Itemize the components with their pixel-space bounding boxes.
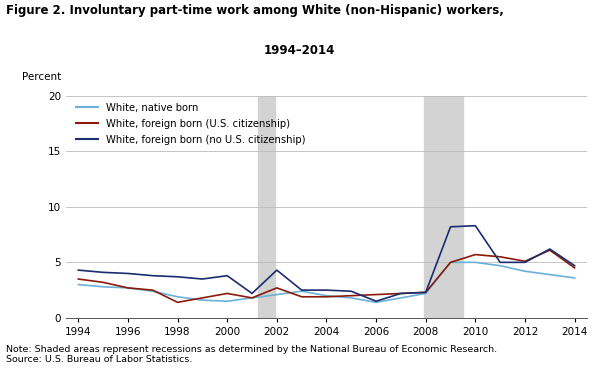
Legend: White, native born, White, foreign born (U.S. citizenship), White, foreign born : White, native born, White, foreign born … — [76, 103, 305, 145]
Text: Note: Shaded areas represent recessions as determined by the National Bureau of : Note: Shaded areas represent recessions … — [6, 345, 497, 364]
Text: Figure 2. Involuntary part-time work among White (non-Hispanic) workers,: Figure 2. Involuntary part-time work amo… — [6, 4, 504, 17]
Bar — [258, 96, 275, 318]
Bar — [423, 96, 463, 318]
Text: Percent: Percent — [22, 72, 61, 82]
Text: 1994–2014: 1994–2014 — [264, 44, 335, 57]
